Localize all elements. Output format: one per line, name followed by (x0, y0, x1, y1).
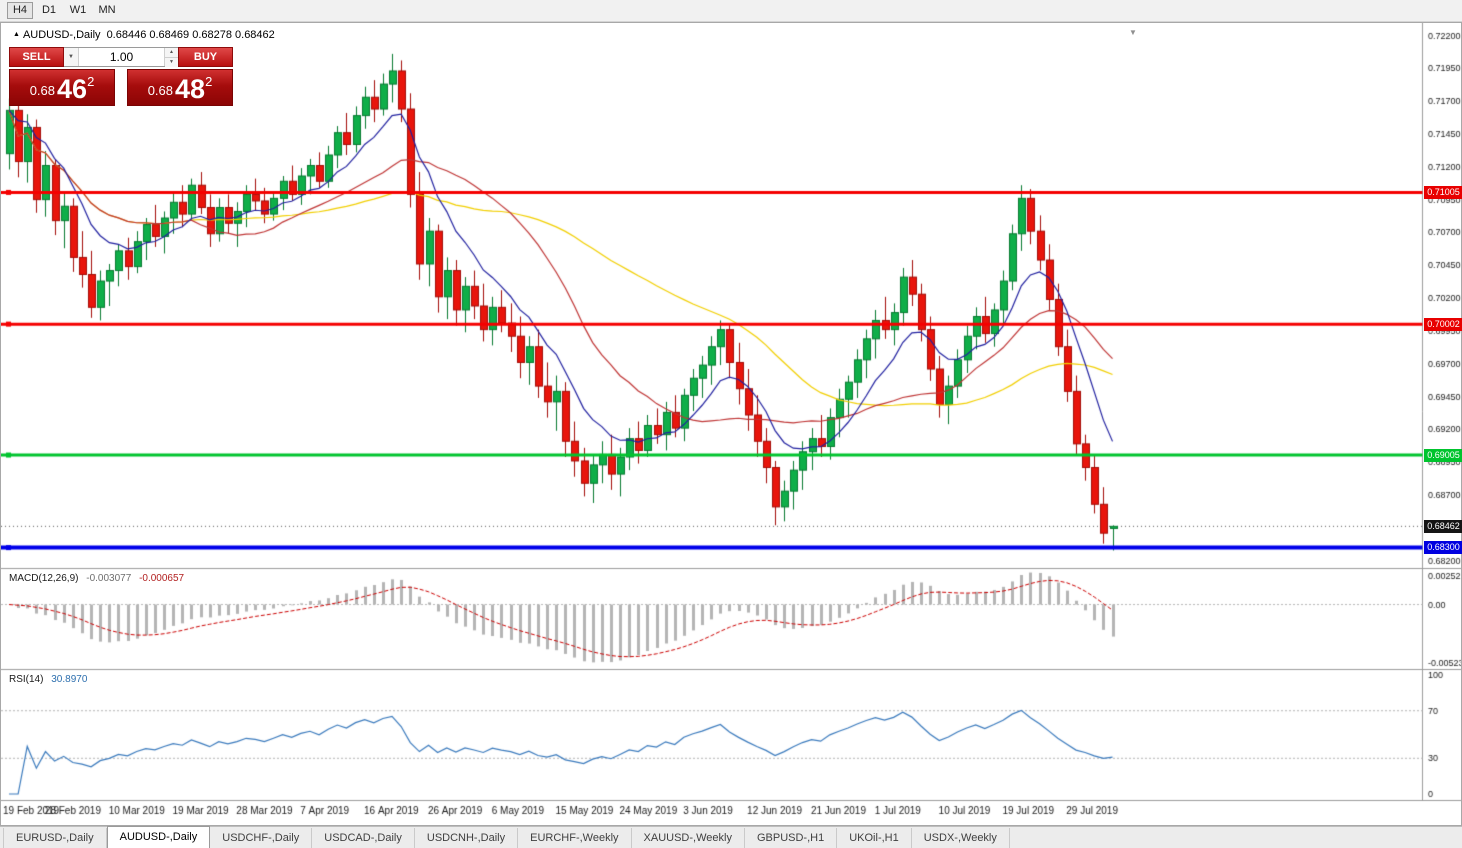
price-chart-canvas[interactable] (1, 23, 1461, 825)
tab-usdchf-daily[interactable]: USDCHF-,Daily (210, 828, 313, 848)
timeframe-button-h4[interactable]: H4 (7, 2, 33, 19)
sell-button[interactable]: SELL (9, 47, 64, 67)
tab-usdx-weekly[interactable]: USDX-,Weekly (912, 828, 1010, 848)
timeframe-button-mn[interactable]: MN (98, 4, 116, 16)
tab-eurchf-weekly[interactable]: EURCHF-,Weekly (518, 828, 632, 848)
volume-down-button[interactable]: ▼ (165, 58, 178, 67)
price-tag-s-blue: 0.68300 (1424, 541, 1462, 555)
tab-eurusd-daily[interactable]: EURUSD-,Daily (3, 828, 107, 848)
macd-label: MACD(12,26,9) -0.003077 -0.000657 (9, 573, 184, 584)
tab-ukoil-h1[interactable]: UKOil-,H1 (837, 828, 912, 848)
chart-window: ▲ AUDUSD-,Daily 0.68446 0.68469 0.68278 0.… (0, 22, 1462, 826)
price-tag-current: 0.68462 (1424, 519, 1462, 533)
symbol-period-label: AUDUSD-,Daily (22, 29, 101, 41)
chart-title: ▲ AUDUSD-,Daily 0.68446 0.68469 0.68278 0.… (13, 29, 275, 41)
price-tag-s-green: 0.69005 (1424, 448, 1462, 462)
ohlc-values: 0.68446 0.68469 0.68278 0.68462 (106, 29, 275, 41)
volume-field: ▼ 1.00 ▲ ▼ (64, 47, 178, 67)
rsi-value: 30.8970 (51, 674, 88, 685)
chart-shift-marker-icon[interactable]: ▼ (1129, 28, 1137, 37)
chart-tabbar: EURUSD-,Daily AUDUSD-,Daily USDCHF-,Dail… (0, 826, 1462, 848)
tab-usdcad-daily[interactable]: USDCAD-,Daily (312, 828, 415, 848)
volume-up-button[interactable]: ▲ (165, 48, 178, 58)
timeframe-toolbar: H4 D1 W1 MN (0, 0, 1462, 22)
volume-spinner: ▲ ▼ (164, 48, 178, 67)
buy-price-pip: 2 (205, 74, 213, 89)
buy-button[interactable]: BUY (178, 47, 233, 67)
tab-audusd-daily[interactable]: AUDUSD-,Daily (106, 826, 211, 848)
price-tag-r1: 0.71005 (1424, 185, 1462, 199)
timeframe-button-d1[interactable]: D1 (41, 4, 57, 16)
tab-usdcnh-daily[interactable]: USDCNH-,Daily (415, 828, 519, 848)
timeframe-button-w1[interactable]: W1 (69, 4, 87, 16)
sell-price-base: 0.68 (29, 83, 56, 98)
rsi-label: RSI(14) 30.8970 (9, 674, 87, 685)
buy-price-button[interactable]: 0.68 48 2 (127, 69, 233, 106)
sell-price-button[interactable]: 0.68 46 2 (9, 69, 115, 106)
macd-signal-value: -0.000657 (139, 573, 185, 584)
buy-price-base: 0.68 (147, 83, 174, 98)
sell-price-big: 46 (57, 74, 88, 104)
price-tag-r2: 0.70002 (1424, 317, 1462, 331)
collapse-triangle-icon[interactable]: ▲ (13, 31, 20, 38)
volume-dropdown-icon[interactable]: ▼ (64, 48, 79, 66)
buy-price-big: 48 (175, 74, 206, 104)
macd-name: MACD(12,26,9) (9, 573, 79, 584)
tab-xauusd-weekly[interactable]: XAUUSD-,Weekly (632, 828, 745, 848)
macd-main-value: -0.003077 (86, 573, 132, 584)
sell-price-pip: 2 (87, 74, 95, 89)
rsi-name: RSI(14) (9, 674, 44, 685)
one-click-trade-panel: SELL ▼ 1.00 ▲ ▼ BUY 0.68 46 2 0.68 (9, 47, 233, 106)
volume-input[interactable]: 1.00 (109, 50, 134, 64)
tab-gbpusd-h1[interactable]: GBPUSD-,H1 (745, 828, 838, 848)
